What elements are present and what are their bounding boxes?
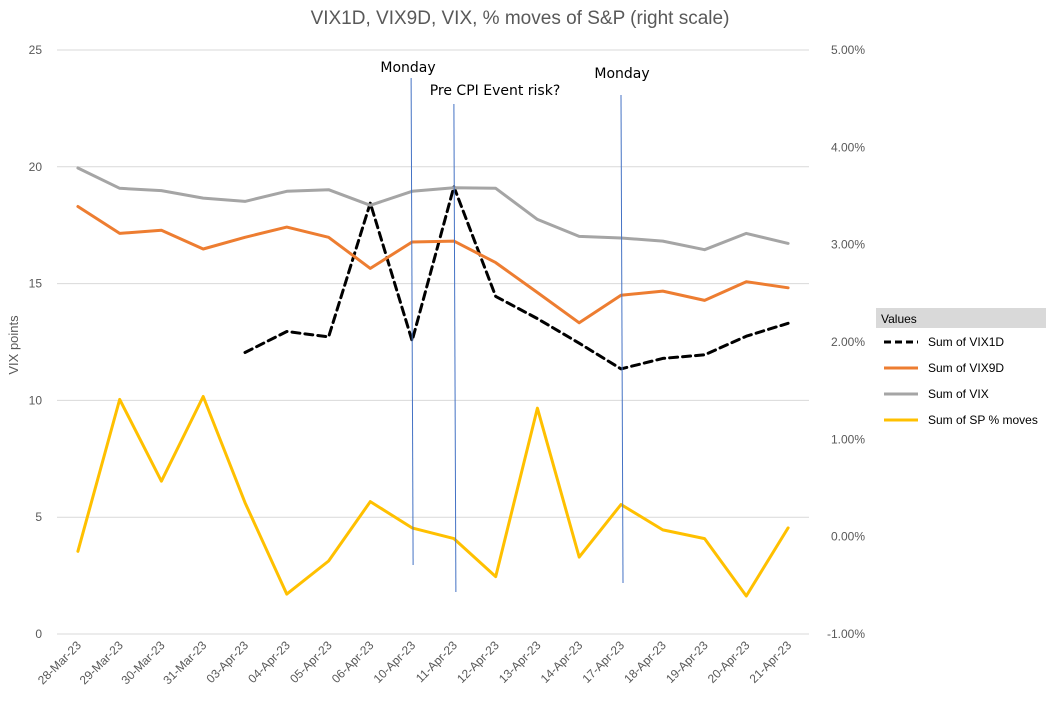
legend-items: Sum of VIX1D Sum of VIX9D Sum of VIX Sum of…	[884, 335, 1038, 427]
y2-tick-label: 1.00%	[831, 432, 865, 446]
gridlines	[57, 49, 809, 635]
chart-title: VIX1D, VIX9D, VIX, % moves of S&P (right…	[311, 8, 730, 29]
annotation-labels: Monday Pre CPI Event risk? Monday	[380, 60, 649, 99]
series-sum-of-vix9d	[76, 205, 790, 325]
y-tick-label: 5	[35, 510, 42, 524]
annotation-line	[410, 77, 414, 566]
y2-tick-label: 0.00%	[831, 530, 865, 544]
series-line	[76, 166, 790, 252]
series-sum-of-vix	[76, 166, 790, 252]
series-line	[76, 205, 790, 325]
y-tick-label: 25	[29, 43, 43, 57]
y2-tick-label: 2.00%	[831, 335, 865, 349]
annotation-label: Monday	[594, 66, 649, 82]
y-tick-label: 10	[29, 393, 43, 407]
annotation-label: Monday	[380, 60, 435, 76]
legend-label: Sum of VIX1D	[928, 335, 1004, 349]
legend-title: Values	[881, 312, 917, 326]
legend-item: Sum of SP % moves	[884, 413, 1038, 427]
y2-tick-label: 5.00%	[831, 43, 865, 57]
series-sum-of-sp-moves	[76, 395, 790, 598]
legend-header-bg	[876, 308, 1046, 328]
legend-item: Sum of VIX	[884, 387, 989, 401]
y-tick-label: 15	[29, 277, 43, 291]
y2-tick-label: 4.00%	[831, 140, 865, 154]
annotation-lines	[410, 77, 624, 593]
y2-tick-label: -1.00%	[827, 627, 865, 641]
y2-tick-label: 3.00%	[831, 238, 865, 252]
legend-label: Sum of VIX	[928, 387, 989, 401]
series-line	[76, 395, 790, 598]
y-tick-label: 20	[29, 160, 43, 174]
legend-label: Sum of VIX9D	[928, 361, 1004, 375]
right-axis-ticks: -1.00% 0.00% 1.00% 2.00% 3.00% 4.00% 5.00%	[827, 43, 865, 641]
legend-item: Sum of VIX1D	[884, 335, 1004, 349]
y-tick-label: 0	[35, 627, 42, 641]
annotation-line	[453, 103, 457, 593]
series-lines	[76, 166, 790, 598]
annotation-label: Pre CPI Event risk?	[430, 83, 561, 99]
legend-item: Sum of VIX9D	[884, 361, 1004, 375]
left-axis-ticks: 0 5 10 15 20 25	[29, 43, 43, 641]
series-line	[243, 185, 790, 371]
y-axis-title: VIX points	[6, 315, 21, 375]
annotation-line	[620, 94, 624, 584]
legend-label: Sum of SP % moves	[928, 413, 1038, 427]
